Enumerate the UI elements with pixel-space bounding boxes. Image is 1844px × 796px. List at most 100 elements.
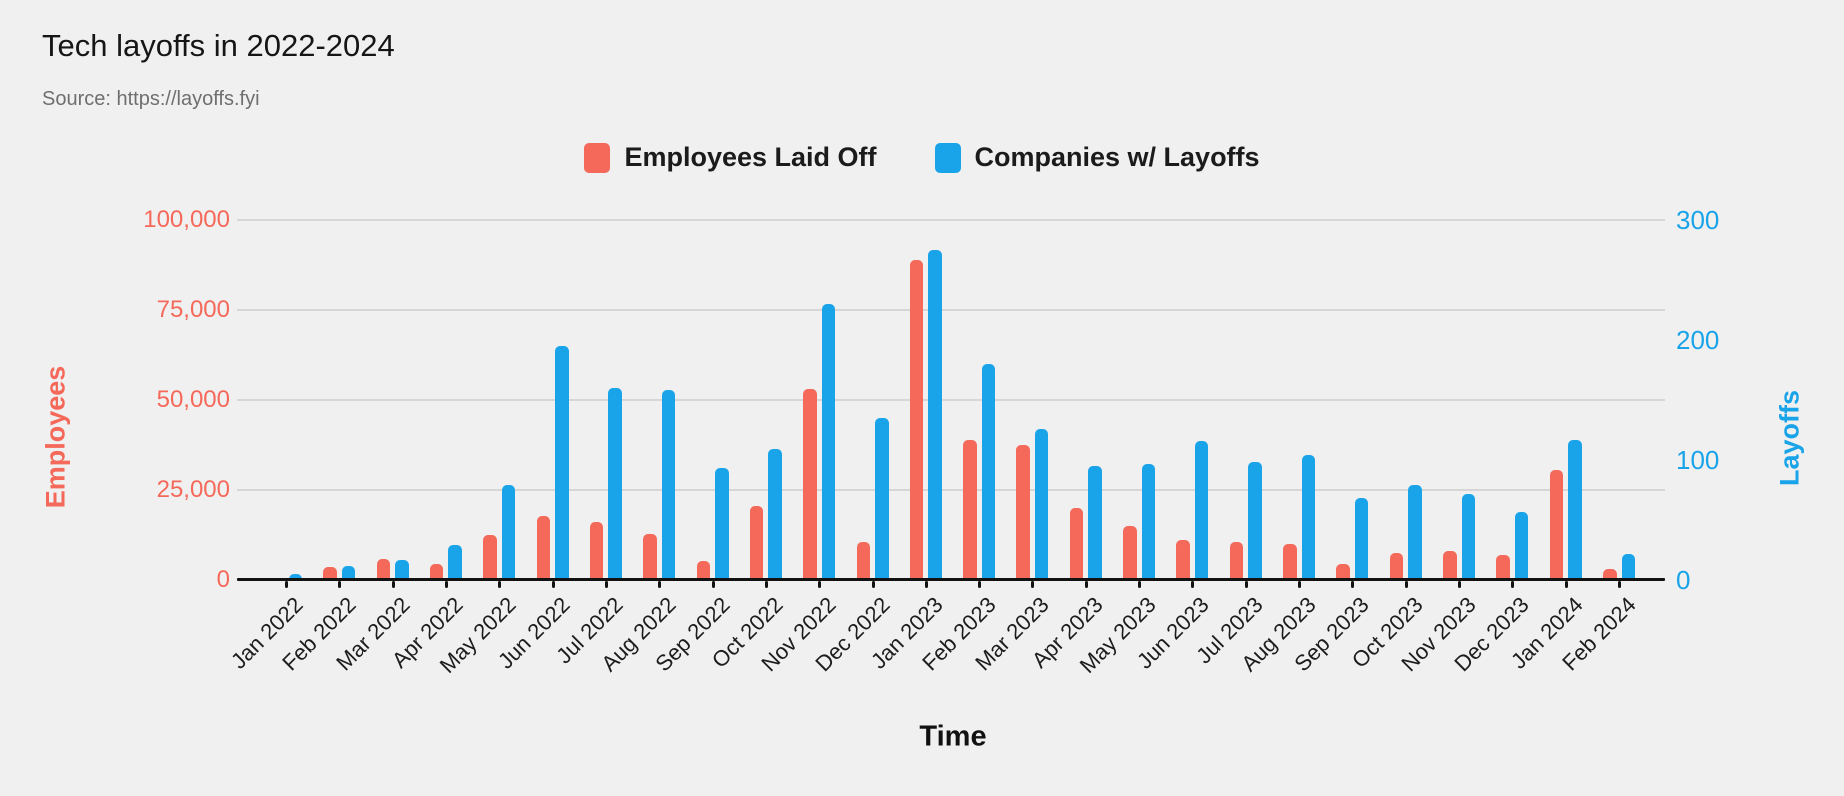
left-axis-tick-label: 100,000 [143, 206, 230, 233]
bar-companies-Jun-2022 [555, 346, 569, 580]
x-axis-tick [818, 581, 822, 588]
left-axis-tick-label: 75,000 [156, 296, 230, 323]
x-axis-tick [551, 581, 555, 588]
x-axis-title: Time [919, 720, 987, 753]
x-axis-tick [658, 581, 662, 588]
bar-companies-Nov-2023 [1461, 493, 1476, 580]
x-axis-tick [871, 581, 875, 588]
bar-employees-Sep-2022 [696, 560, 711, 580]
x-axis-tick [764, 581, 768, 588]
bar-companies-Aug-2023 [1301, 455, 1316, 580]
plot-area [237, 219, 1665, 581]
x-axis-tick [711, 581, 715, 588]
legend-label-employees: Employees Laid Off [624, 142, 877, 172]
bar-companies-Jan-2022 [288, 574, 302, 580]
left-axis-tick-label: 50,000 [156, 386, 230, 413]
x-axis-tick [978, 581, 982, 588]
bar-employees-Feb-2023 [963, 439, 977, 580]
bar-companies-Mar-2023 [1034, 428, 1049, 580]
x-axis-tick [1618, 581, 1621, 588]
bar-employees-Aug-2022 [643, 533, 657, 580]
bar-employees-Jul-2023 [1229, 542, 1244, 580]
bar-employees-Jan-2023 [909, 259, 924, 580]
bar-companies-Dec-2023 [1514, 511, 1529, 580]
x-axis-tick [285, 581, 288, 588]
left-axis-tick-label: 0 [216, 566, 230, 593]
left-axis-tick-label: 25,000 [156, 476, 230, 503]
x-axis-tick [1404, 581, 1408, 588]
bar-employees-Apr-2022 [429, 564, 444, 580]
bar-employees-Mar-2023 [1016, 445, 1030, 580]
x-axis-tick [924, 581, 928, 588]
bar-employees-Nov-2023 [1443, 551, 1457, 580]
bar-companies-Mar-2022 [395, 559, 409, 580]
bar-employees-Aug-2023 [1283, 544, 1297, 580]
bar-companies-Feb-2024 [1621, 553, 1635, 580]
bar-companies-Oct-2022 [768, 449, 782, 580]
legend: Employees Laid Off Companies w/ Layoffs [0, 142, 1844, 173]
legend-swatch-employees-icon [584, 142, 611, 173]
bar-employees-Oct-2022 [749, 506, 764, 580]
legend-item-companies: Companies w/ Layoffs [934, 142, 1260, 173]
x-axis-tick [338, 581, 342, 588]
bar-companies-Feb-2023 [981, 364, 996, 580]
x-axis-tick [1351, 581, 1355, 588]
x-axis-tick [444, 581, 448, 588]
legend-item-employees: Employees Laid Off [584, 142, 877, 173]
bar-companies-Jun-2023 [1194, 440, 1209, 580]
bar-companies-Oct-2023 [1408, 485, 1422, 580]
bar-companies-May-2022 [501, 485, 516, 580]
bar-companies-Feb-2022 [341, 565, 356, 580]
bar-employees-May-2022 [483, 534, 497, 580]
x-axis-tick [1458, 581, 1462, 588]
gridline [237, 399, 1665, 401]
x-axis-tick [1511, 581, 1515, 588]
right-axis-tick-label: 200 [1676, 325, 1720, 355]
right-axis-tick-label: 300 [1676, 205, 1720, 235]
bar-companies-Jan-2023 [928, 250, 942, 580]
bar-companies-Jul-2022 [608, 388, 622, 580]
gridline [237, 309, 1665, 311]
bar-companies-May-2023 [1141, 463, 1156, 580]
bar-employees-Jun-2023 [1176, 540, 1190, 580]
bar-employees-Feb-2022 [323, 567, 337, 580]
legend-label-companies: Companies w/ Layoffs [974, 142, 1260, 172]
bar-companies-Sep-2023 [1354, 498, 1369, 580]
bar-employees-May-2023 [1123, 526, 1137, 580]
gridline [237, 489, 1665, 491]
x-axis-tick [1191, 581, 1195, 588]
bar-employees-Mar-2022 [376, 559, 391, 580]
bar-companies-Sep-2022 [715, 468, 729, 580]
bar-employees-Apr-2023 [1069, 508, 1084, 580]
bar-employees-Dec-2022 [856, 542, 871, 580]
bar-employees-Jun-2022 [536, 515, 551, 580]
x-axis-tick [1244, 581, 1248, 588]
x-axis-tick [1298, 581, 1302, 588]
bar-employees-Jul-2022 [589, 522, 604, 580]
x-axis-tick [1031, 581, 1035, 588]
x-axis-tick [498, 581, 502, 588]
x-axis-tick [604, 581, 608, 588]
bar-employees-Feb-2024 [1603, 569, 1617, 580]
bar-companies-Apr-2023 [1088, 466, 1102, 580]
gridline [237, 219, 1665, 221]
x-axis-tick [1138, 581, 1142, 588]
bar-companies-Jul-2023 [1248, 462, 1262, 580]
right-axis-tick-label: 100 [1676, 445, 1720, 475]
legend-swatch-companies-icon [934, 142, 961, 173]
bar-employees-Sep-2023 [1336, 563, 1350, 580]
bar-employees-Nov-2022 [803, 389, 817, 580]
bar-companies-Apr-2022 [448, 545, 462, 580]
bar-companies-Nov-2022 [821, 304, 836, 580]
bar-employees-Oct-2023 [1389, 552, 1404, 580]
bar-employees-Jan-2024 [1549, 470, 1564, 580]
chart-source: Source: https://layoffs.fyi [42, 88, 260, 110]
right-axis-tick-label: 0 [1676, 565, 1691, 595]
x-axis-line [237, 578, 1665, 581]
x-axis-tick [1084, 581, 1088, 588]
bar-companies-Jan-2024 [1568, 439, 1582, 580]
x-axis-tick [1564, 581, 1568, 588]
x-axis-tick [391, 581, 395, 588]
bar-companies-Aug-2022 [661, 390, 676, 580]
